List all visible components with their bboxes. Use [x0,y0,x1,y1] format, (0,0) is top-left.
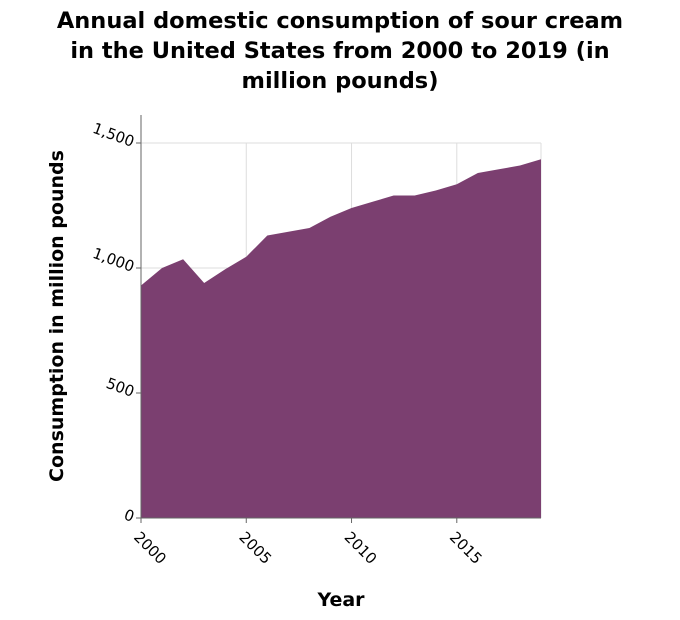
chart-title: Annual domestic consumption of sour crea… [0,6,680,96]
y-tick-label: 1,500 [90,119,137,151]
y-tick-label: 0 [122,506,137,526]
chart-title-line: Annual domestic consumption of sour crea… [56,8,624,34]
y-tick-label: 500 [104,374,137,401]
x-tick-label: 2015 [446,528,486,568]
x-axis-label: Year [316,589,365,611]
axes [136,115,541,523]
chart-title-line: million pounds) [241,68,439,94]
chart-title-line: in the United States from 2000 to 2019 (… [70,38,610,64]
series-area [141,159,541,518]
x-tick-label: 2000 [130,528,170,568]
x-tick-label: 2010 [341,528,381,568]
series-layer [141,159,541,518]
y-axis-label: Consumption in million pounds [46,150,68,482]
x-tick-label: 2005 [235,528,275,568]
y-tick-label: 1,000 [90,244,137,276]
